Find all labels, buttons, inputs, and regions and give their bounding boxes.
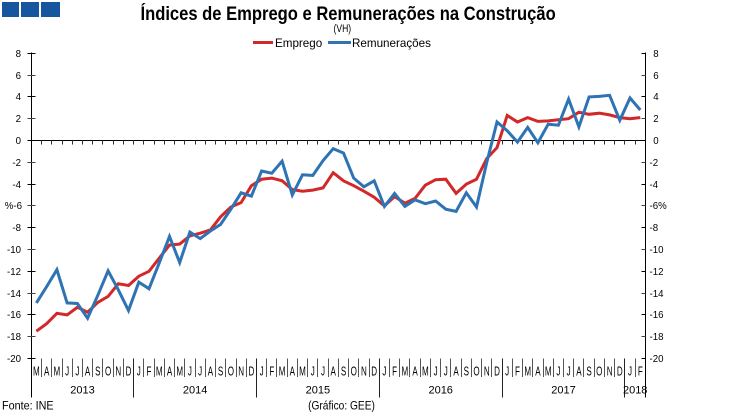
svg-text:J: J (188, 365, 192, 379)
svg-text:N: N (607, 365, 613, 379)
svg-text:6: 6 (16, 71, 22, 82)
svg-text:-4: -4 (12, 180, 21, 191)
svg-text:-12: -12 (650, 267, 664, 278)
svg-text:2016: 2016 (428, 385, 452, 397)
svg-text:M: M (545, 365, 552, 379)
svg-text:-10: -10 (7, 245, 22, 256)
svg-text:O: O (228, 365, 234, 379)
svg-text:D: D (617, 365, 623, 379)
svg-text:A: A (412, 365, 418, 379)
svg-text:J: J (137, 365, 141, 379)
svg-text:-20: -20 (650, 354, 665, 365)
svg-text:A: A (535, 365, 541, 379)
svg-text:-16: -16 (650, 310, 665, 321)
svg-text:-16: -16 (7, 310, 22, 321)
svg-text:-18: -18 (650, 332, 665, 343)
svg-text:A: A (167, 365, 173, 379)
svg-text:D: D (371, 365, 377, 379)
svg-text:0: 0 (16, 136, 22, 147)
svg-text:J: J (65, 365, 69, 379)
svg-text:2015: 2015 (306, 385, 330, 397)
svg-text:-4: -4 (650, 180, 659, 191)
svg-text:N: N (484, 365, 490, 379)
svg-text:F: F (269, 365, 274, 379)
svg-text:Fonte: INE: Fonte: INE (2, 400, 54, 413)
svg-text:8: 8 (16, 49, 22, 60)
svg-text:S: S (95, 365, 100, 379)
svg-text:J: J (434, 365, 438, 379)
svg-text:4: 4 (16, 92, 22, 103)
svg-text:-14: -14 (650, 289, 665, 300)
svg-text:2014: 2014 (183, 385, 207, 397)
svg-text:2017: 2017 (551, 385, 575, 397)
svg-text:F: F (638, 365, 643, 379)
svg-text:4: 4 (653, 92, 659, 103)
svg-text:6: 6 (653, 71, 659, 82)
svg-text:D: D (494, 365, 500, 379)
svg-text:F: F (392, 365, 397, 379)
svg-text:A: A (453, 365, 459, 379)
svg-text:S: S (464, 365, 469, 379)
svg-text:A: A (208, 365, 214, 379)
svg-text:O: O (596, 365, 602, 379)
svg-text:-6%: -6% (650, 201, 667, 212)
svg-text:-8: -8 (12, 223, 21, 234)
svg-text:J: J (311, 365, 315, 379)
svg-text:J: J (75, 365, 79, 379)
svg-text:M: M (524, 365, 531, 379)
svg-text:-12: -12 (7, 267, 21, 278)
svg-text:N: N (238, 365, 244, 379)
svg-text:M: M (402, 365, 409, 379)
svg-text:(Gráfico: GEE): (Gráfico: GEE) (308, 400, 375, 413)
svg-text:8: 8 (653, 49, 659, 60)
svg-text:J: J (567, 365, 571, 379)
svg-text:N: N (115, 365, 121, 379)
svg-text:J: J (321, 365, 325, 379)
svg-text:F: F (515, 365, 520, 379)
svg-text:A: A (85, 365, 91, 379)
svg-text:J: J (198, 365, 202, 379)
svg-text:A: A (331, 365, 337, 379)
svg-text:2: 2 (16, 114, 21, 125)
svg-text:-8: -8 (650, 223, 659, 234)
svg-text:J: J (628, 365, 632, 379)
svg-text:M: M (299, 365, 306, 379)
svg-text:-2: -2 (12, 158, 21, 169)
svg-text:D: D (248, 365, 254, 379)
svg-text:A: A (290, 365, 296, 379)
svg-text:2013: 2013 (70, 385, 94, 397)
svg-text:M: M (279, 365, 286, 379)
svg-text:-10: -10 (650, 245, 665, 256)
svg-text:M: M (176, 365, 183, 379)
svg-text:S: S (341, 365, 346, 379)
svg-text:%-6: %-6 (5, 201, 23, 212)
svg-text:0: 0 (653, 136, 659, 147)
svg-text:O: O (105, 365, 111, 379)
svg-text:J: J (382, 365, 386, 379)
svg-text:O: O (351, 365, 357, 379)
svg-text:S: S (586, 365, 591, 379)
svg-text:O: O (473, 365, 479, 379)
svg-text:2: 2 (653, 114, 658, 125)
svg-text:D: D (126, 365, 132, 379)
svg-text:J: J (260, 365, 264, 379)
svg-text:A: A (576, 365, 582, 379)
svg-text:M: M (422, 365, 429, 379)
svg-text:J: J (505, 365, 509, 379)
svg-text:M: M (33, 365, 40, 379)
svg-text:2018: 2018 (623, 385, 647, 397)
svg-text:M: M (54, 365, 61, 379)
svg-text:M: M (156, 365, 163, 379)
svg-text:-14: -14 (7, 289, 22, 300)
svg-text:-18: -18 (7, 332, 22, 343)
svg-text:-20: -20 (7, 354, 22, 365)
svg-text:-2: -2 (650, 158, 659, 169)
svg-text:J: J (444, 365, 448, 379)
svg-text:J: J (556, 365, 560, 379)
svg-text:F: F (147, 365, 152, 379)
svg-text:S: S (218, 365, 223, 379)
svg-text:N: N (361, 365, 367, 379)
svg-text:A: A (44, 365, 50, 379)
